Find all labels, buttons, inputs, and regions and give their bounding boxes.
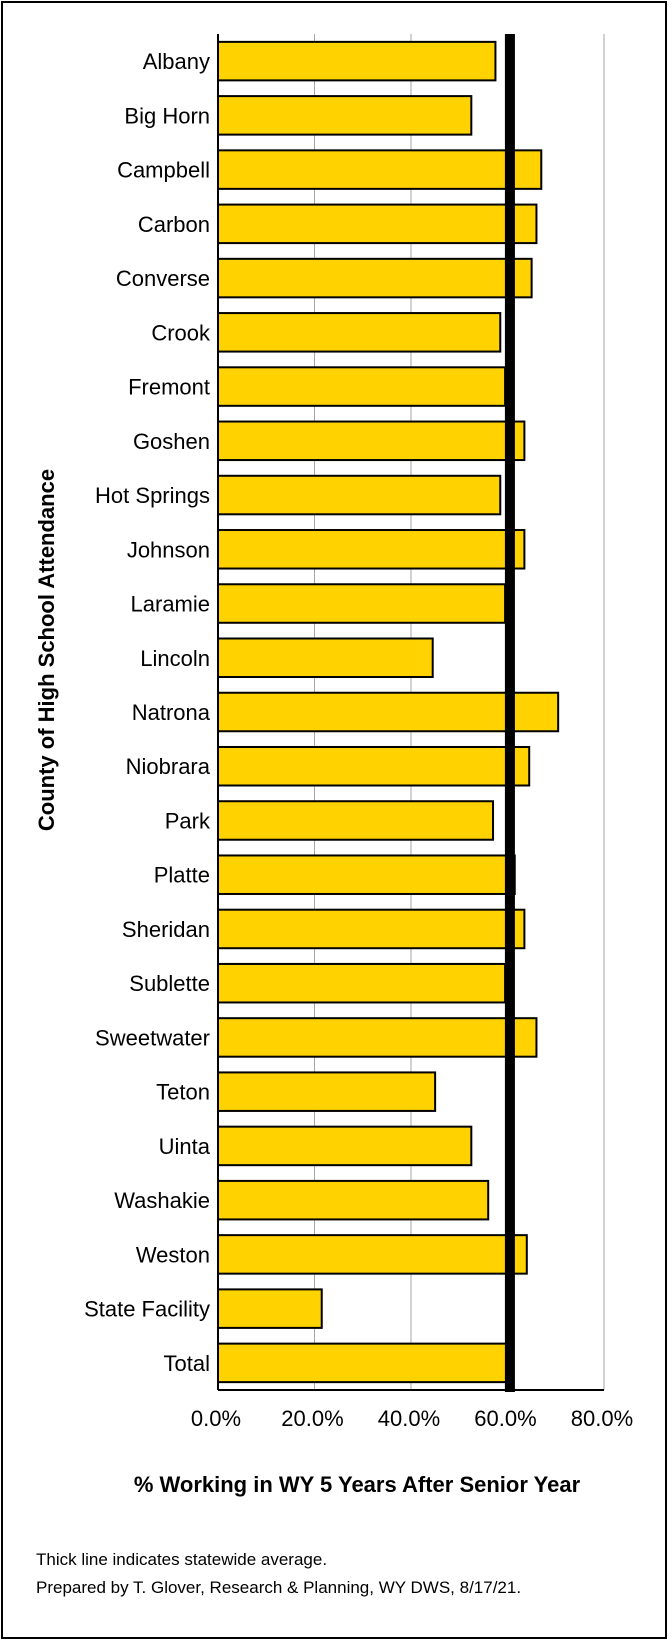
category-label-campbell: Campbell <box>117 158 210 183</box>
category-label-niobrara: Niobrara <box>126 754 211 779</box>
category-label-weston: Weston <box>136 1242 210 1267</box>
bar-hot-springs <box>217 474 502 516</box>
category-labels: Albany Big Horn Campbell Carbon Converse Croo… <box>84 49 211 1376</box>
category-label-teton: Teton <box>156 1080 210 1105</box>
bar-laramie <box>217 583 507 624</box>
x-axis-title: % Working in WY 5 Years After Senior Yea… <box>134 1472 581 1497</box>
category-label-lincoln: Lincoln <box>140 646 210 671</box>
y-axis-title: County of High School Attendance <box>34 469 59 831</box>
category-label-big-horn: Big Horn <box>124 103 210 128</box>
category-label-sublette: Sublette <box>129 971 210 996</box>
category-label-johnson: Johnson <box>127 537 210 562</box>
bar-big-horn <box>217 95 473 136</box>
category-label-converse: Converse <box>116 266 210 291</box>
footnote-average: Thick line indicates statewide average. <box>36 1550 328 1569</box>
category-label-albany: Albany <box>143 49 210 74</box>
bar-total <box>217 1342 511 1384</box>
bar-carbon <box>217 203 538 245</box>
bar-washakie <box>217 1179 490 1221</box>
x-tick-label-1: 20.0% <box>281 1406 343 1431</box>
bar-crook <box>217 312 502 353</box>
category-label-park: Park <box>165 808 211 833</box>
bar-state-facility <box>217 1288 323 1329</box>
bar-park <box>217 800 495 841</box>
category-label-hot-springs: Hot Springs <box>95 483 210 508</box>
x-tick-label-3: 60.0% <box>474 1406 536 1431</box>
bar-johnson <box>217 529 526 570</box>
bar-weston <box>217 1234 528 1275</box>
footnote-credit: Prepared by T. Glover, Research & Planni… <box>36 1578 522 1597</box>
bar-teton <box>217 1071 437 1112</box>
x-tick-label-4: 80.0% <box>571 1406 633 1431</box>
axes <box>217 34 604 1391</box>
bar-sublette <box>217 962 507 1004</box>
x-tick-label-0: 0.0% <box>191 1406 241 1431</box>
bar-albany <box>217 40 497 82</box>
category-label-laramie: Laramie <box>131 592 210 617</box>
x-tick-labels: 0.0% 20.0% 40.0% 60.0% 80.0% <box>191 1406 633 1431</box>
category-label-carbon: Carbon <box>138 212 210 237</box>
bars <box>217 40 560 1384</box>
category-label-sweetwater: Sweetwater <box>95 1025 210 1050</box>
category-label-fremont: Fremont <box>128 375 210 400</box>
category-label-total: Total <box>164 1351 210 1376</box>
bar-lincoln <box>217 637 434 679</box>
bar-uinta <box>217 1125 473 1167</box>
bar-sheridan <box>217 908 526 950</box>
bar-fremont <box>217 366 507 407</box>
category-label-crook: Crook <box>151 320 211 345</box>
x-tick-label-2: 40.0% <box>378 1406 440 1431</box>
category-label-sheridan: Sheridan <box>122 917 210 942</box>
bar-platte <box>217 854 516 895</box>
category-label-natrona: Natrona <box>132 700 211 725</box>
category-label-platte: Platte <box>154 863 210 888</box>
bar-campbell <box>217 149 543 190</box>
bar-niobrara <box>217 745 531 787</box>
category-label-washakie: Washakie <box>114 1188 210 1213</box>
bar-natrona <box>217 691 560 733</box>
bar-goshen <box>217 420 526 462</box>
bar-sweetwater <box>217 1017 538 1058</box>
category-label-goshen: Goshen <box>133 429 210 454</box>
category-label-uinta: Uinta <box>159 1134 211 1159</box>
bar-converse <box>217 257 533 299</box>
category-label-state-facility: State Facility <box>84 1297 210 1322</box>
